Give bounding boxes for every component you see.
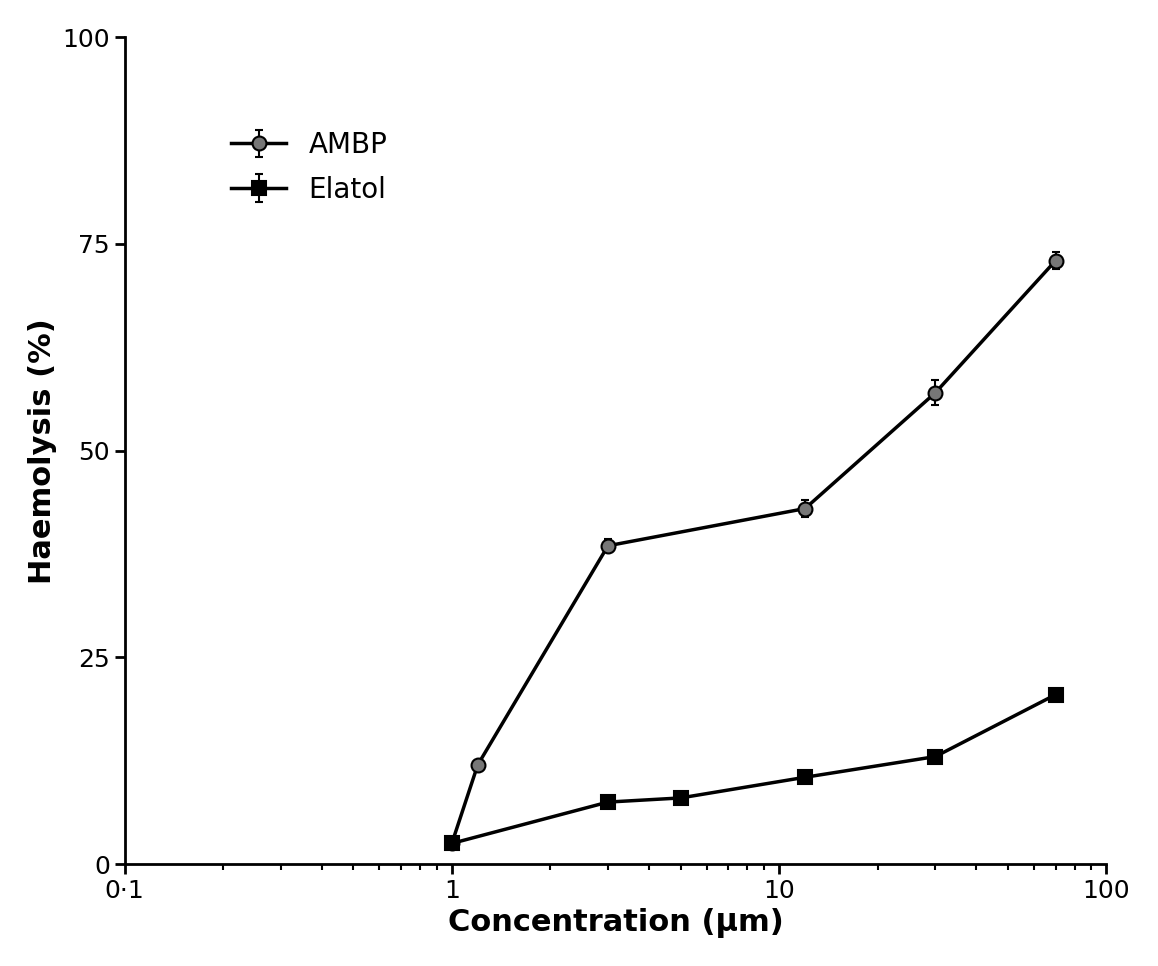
Legend: AMBP, Elatol: AMBP, Elatol	[217, 117, 402, 217]
Y-axis label: Haemolysis (%): Haemolysis (%)	[28, 318, 57, 583]
X-axis label: Concentration (μm): Concentration (μm)	[448, 908, 783, 938]
